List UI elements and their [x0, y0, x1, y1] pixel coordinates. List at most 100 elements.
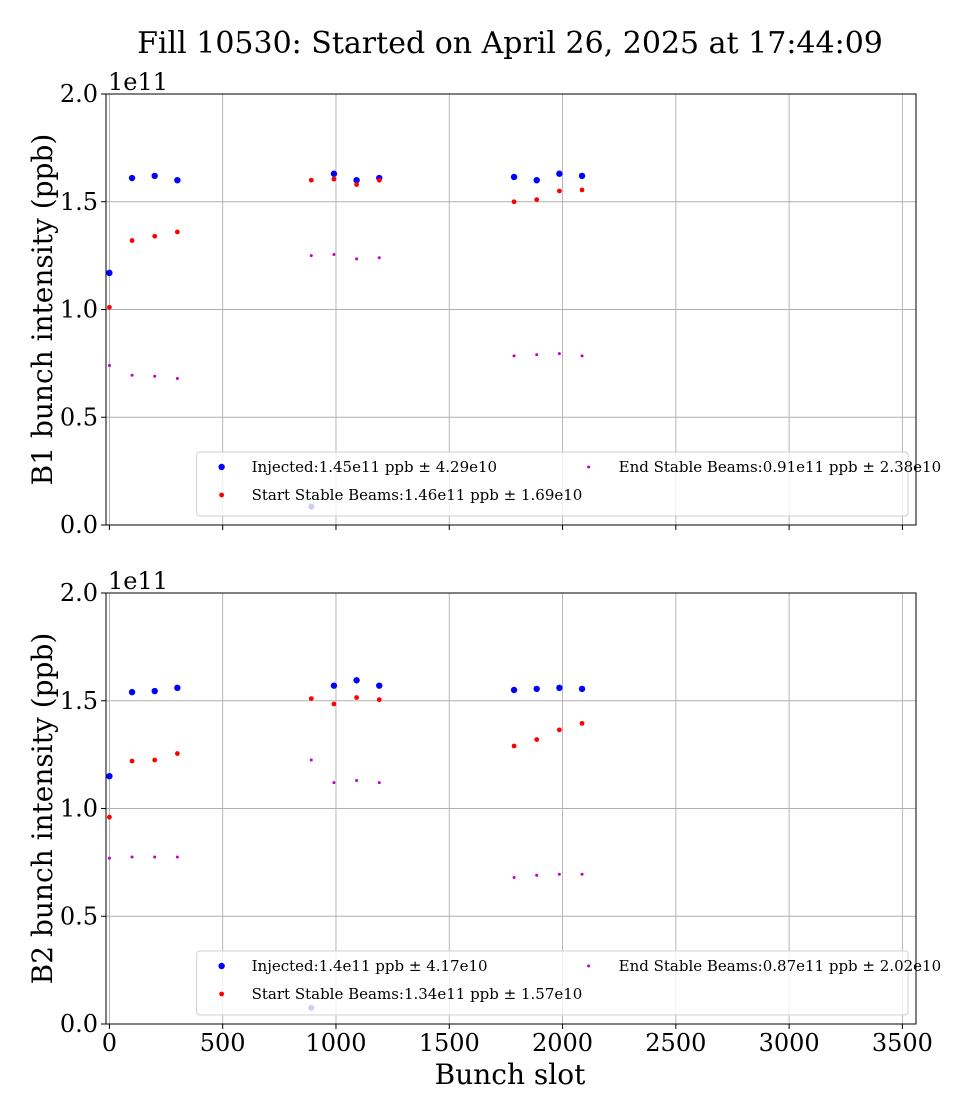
- panels: 0.0 0.5 1.0 1.5 2.0 1e11 B1 bunch intensity (p…: [26, 68, 941, 1057]
- y-tick-label: 0.5: [60, 902, 98, 930]
- data-point-end: [535, 353, 539, 357]
- legend-box: [196, 451, 909, 517]
- data-point-end: [580, 354, 584, 358]
- data-point-start: [534, 197, 540, 202]
- x-tick-label: 1500: [419, 1029, 480, 1057]
- legend-marker-start: [219, 492, 225, 498]
- data-point-start: [556, 727, 562, 733]
- legend-label-injected: Injected:1.4e11 ppb ± 4.17e10: [252, 957, 488, 975]
- data-point-end: [309, 254, 313, 258]
- legend-marker-end: [587, 465, 591, 469]
- data-point-injected: [106, 772, 113, 780]
- data-point-injected: [556, 170, 563, 177]
- data-point-start: [152, 233, 158, 239]
- data-point-start: [129, 758, 135, 764]
- data-point-end: [107, 856, 111, 860]
- series-start: [106, 695, 585, 820]
- data-point-start: [152, 757, 158, 763]
- y-tick-label: 2.0: [60, 80, 98, 108]
- data-point-injected: [151, 172, 158, 180]
- y-tick-label: 0.0: [60, 1010, 98, 1038]
- legend-label-end: End Stable Beams:0.87e11 ppb ± 2.02e10: [619, 957, 942, 975]
- y-tick-label: 0.5: [60, 403, 98, 431]
- legend-box: [196, 950, 909, 1016]
- data-point-start: [556, 188, 562, 194]
- y-tick-label: 1.5: [60, 188, 98, 216]
- data-point-end: [332, 781, 336, 785]
- x-tick-label: 2500: [645, 1029, 706, 1057]
- data-point-end: [377, 256, 381, 260]
- data-point-faint: [308, 503, 315, 510]
- x-tick-label: 0: [102, 1029, 117, 1057]
- series-faint: [308, 1004, 315, 1011]
- data-point-end: [512, 354, 516, 358]
- legend-label-end: End Stable Beams:0.91e11 ppb ± 2.38e10: [619, 458, 942, 476]
- data-point-injected: [578, 172, 586, 180]
- data-point-start: [308, 696, 314, 701]
- y-tick-label: 2.0: [60, 579, 98, 607]
- data-point-faint: [308, 1004, 315, 1011]
- data-point-end: [512, 875, 516, 879]
- data-point-injected: [151, 687, 158, 695]
- legend-label-injected: Injected:1.45e11 ppb ± 4.29e10: [252, 458, 497, 476]
- data-point-start: [579, 720, 585, 726]
- data-point-injected: [128, 688, 136, 696]
- data-point-end: [130, 855, 134, 859]
- data-point-injected: [510, 173, 518, 181]
- data-point-end: [309, 758, 313, 762]
- legend: Injected:1.4e11 ppb ± 4.17e10 Start Stabl…: [196, 950, 942, 1016]
- data-point-end: [580, 872, 584, 876]
- data-point-start: [331, 701, 337, 707]
- data-point-end: [175, 376, 179, 380]
- x-tick-label: 500: [200, 1029, 246, 1057]
- data-point-end: [332, 253, 336, 257]
- data-point-injected: [510, 686, 518, 694]
- data-point-injected: [353, 177, 360, 184]
- data-point-injected: [128, 174, 136, 182]
- data-point-start: [106, 304, 112, 310]
- y-tick-label: 1.5: [60, 687, 98, 715]
- data-point-start: [106, 814, 112, 820]
- panel-2: 0 500 1000 1500 2000 2500 3000 3500 0.0 0.5 1.0 1.5…: [26, 567, 941, 1057]
- y-axis-label: B1 bunch intensity (ppb): [26, 134, 59, 486]
- data-point-start: [376, 177, 382, 183]
- data-point-end: [535, 873, 539, 877]
- data-point-injected: [578, 685, 586, 693]
- data-point-injected: [376, 682, 383, 689]
- data-point-end: [175, 855, 179, 859]
- data-point-start: [174, 751, 180, 756]
- data-point-end: [130, 373, 134, 377]
- panel-1: 0.0 0.5 1.0 1.5 2.0 1e11 B1 bunch intensity (p…: [26, 68, 941, 539]
- data-point-end: [153, 374, 157, 378]
- legend: Injected:1.45e11 ppb ± 4.29e10 Start Stab…: [196, 451, 942, 517]
- data-point-injected: [533, 177, 540, 184]
- x-tick-label: 3000: [759, 1029, 820, 1057]
- y-offset-label: 1e11: [108, 567, 168, 595]
- data-point-start: [534, 737, 540, 742]
- data-point-start: [308, 177, 314, 183]
- y-axis-label: B2 bunch intensity (ppb): [26, 633, 59, 985]
- data-point-end: [557, 872, 561, 876]
- data-point-start: [511, 743, 517, 749]
- data-point-end: [355, 778, 359, 782]
- series-end: [107, 758, 584, 879]
- data-point-injected: [533, 685, 540, 693]
- x-tick-label: 1000: [305, 1029, 366, 1057]
- x-tick-label: 3500: [872, 1029, 933, 1057]
- data-point-injected: [106, 269, 113, 277]
- data-point-injected: [556, 684, 563, 692]
- y-tick-label: 1.0: [60, 795, 98, 823]
- legend-marker-end: [587, 964, 591, 968]
- x-tick-label: 2000: [532, 1029, 593, 1057]
- data-point-start: [331, 176, 337, 182]
- data-point-end: [557, 352, 561, 356]
- legend-label-start: Start Stable Beams:1.34e11 ppb ± 1.57e10: [252, 985, 583, 1003]
- axes-frame: [105, 93, 917, 526]
- data-point-injected: [330, 170, 338, 177]
- data-point-start: [511, 199, 517, 205]
- series-end: [107, 253, 584, 380]
- data-point-start: [129, 238, 135, 243]
- data-point-end: [377, 781, 381, 785]
- legend-marker-injected: [218, 962, 225, 970]
